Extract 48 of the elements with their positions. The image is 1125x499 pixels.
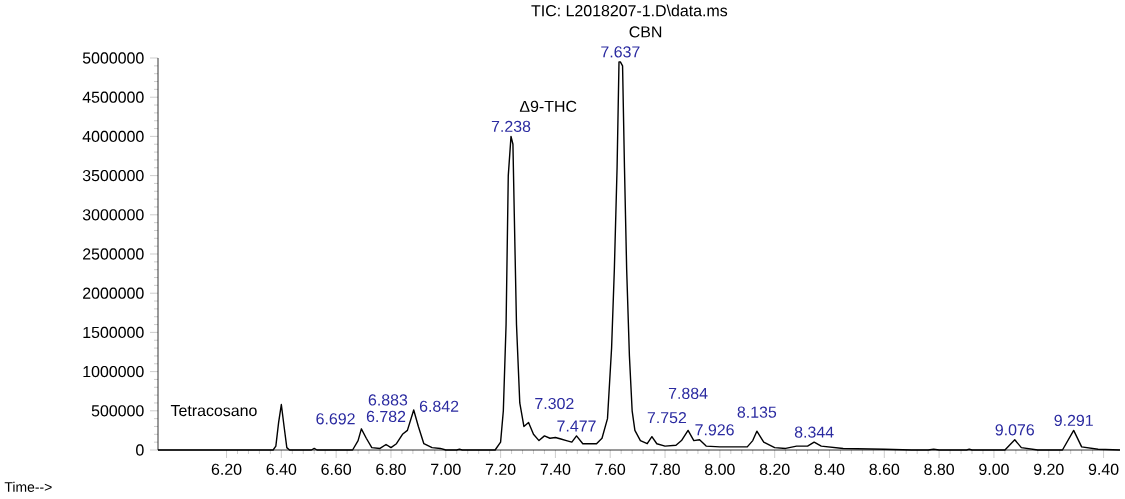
y-tick-label: 2500000 — [83, 248, 144, 260]
annotation: 9.076 — [995, 424, 1034, 436]
x-tick-label: 8.40 — [814, 463, 845, 475]
annotation: Δ9-THC — [519, 100, 577, 112]
annotation: 7.302 — [535, 397, 574, 410]
annotation: 6.782 — [366, 410, 406, 423]
annotation: 6.692 — [316, 413, 355, 425]
annotation: 7.926 — [695, 424, 734, 436]
y-tick-label: 3000000 — [82, 209, 144, 221]
x-tick-label: 7.60 — [595, 463, 626, 475]
annotation: 6.842 — [419, 400, 459, 412]
x-tick-label: 8.80 — [924, 463, 955, 475]
x-tick-label: 7.00 — [431, 463, 461, 475]
y-tick-label: 0 — [136, 444, 144, 456]
x-tick-label: 6.40 — [266, 463, 297, 475]
y-tick-label: 500000 — [91, 405, 144, 417]
y-tick-label: 4500000 — [82, 91, 144, 103]
x-tick-label: 8.20 — [759, 463, 790, 475]
x-tick-label: 6.60 — [321, 463, 352, 475]
x-tick-label: 7.80 — [650, 463, 680, 475]
chart-title: TIC: L2018207-1.D\data.ms — [531, 4, 728, 17]
annotation: 7.752 — [647, 411, 687, 424]
y-tick-label: 4000000 — [82, 130, 144, 143]
annotation: 9.291 — [1054, 414, 1093, 426]
x-tick-label: 8.60 — [869, 463, 900, 475]
annotation: CBN — [629, 26, 662, 38]
x-axis-title: Time--> — [4, 481, 52, 492]
x-tick-label: 9.00 — [979, 463, 1009, 475]
annotation: 7.884 — [668, 387, 708, 399]
x-tick-label: 7.20 — [485, 463, 516, 475]
annotation: 7.477 — [557, 420, 596, 432]
x-tick-label: 6.80 — [376, 463, 406, 475]
x-tick-label: 7.40 — [540, 463, 571, 475]
annotation: Tetracosano — [170, 405, 257, 417]
annotation: 6.883 — [368, 394, 408, 406]
annotation: 8.135 — [737, 406, 777, 418]
y-tick-label: 2000000 — [83, 287, 144, 299]
y-tick-label: 5000000 — [82, 52, 144, 64]
annotation: 7.637 — [601, 46, 640, 58]
x-tick-label: 8.00 — [705, 463, 735, 475]
annotation: 8.344 — [794, 426, 834, 438]
annotation: 7.238 — [491, 120, 531, 132]
y-tick-label: 1000000 — [83, 365, 144, 378]
y-tick-label: 1500000 — [83, 326, 144, 339]
x-tick-label: 9.20 — [1033, 463, 1064, 475]
x-tick-label: 9.40 — [1088, 463, 1119, 475]
y-tick-label: 3500000 — [82, 169, 144, 182]
x-tick-label: 6.20 — [211, 463, 242, 475]
